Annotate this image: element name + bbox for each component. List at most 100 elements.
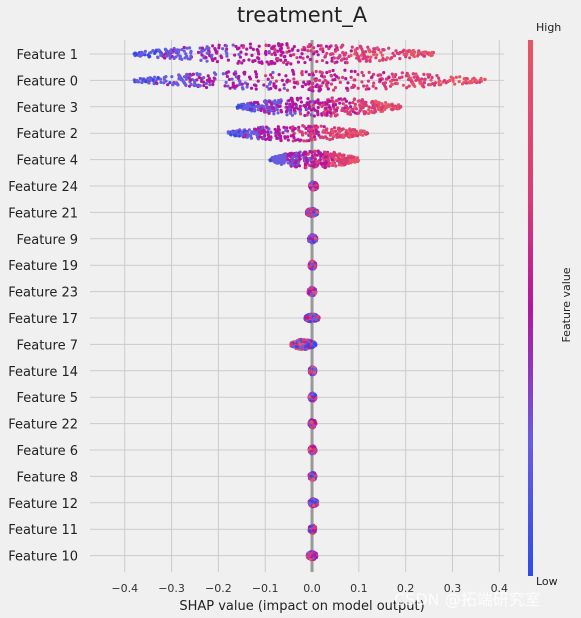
data-point xyxy=(306,97,310,101)
data-point xyxy=(279,162,284,166)
data-point xyxy=(230,77,234,81)
data-point xyxy=(271,156,275,160)
beeswarm-points xyxy=(132,42,487,562)
data-point xyxy=(312,46,316,50)
feature-label: Feature 5 xyxy=(16,391,78,406)
data-point xyxy=(335,135,339,139)
data-point xyxy=(333,86,338,90)
data-point xyxy=(329,52,333,56)
data-point xyxy=(238,82,242,87)
data-point xyxy=(337,127,341,132)
data-point xyxy=(352,97,357,101)
data-point xyxy=(312,503,316,508)
data-point xyxy=(293,81,298,85)
data-point xyxy=(351,107,355,111)
data-point xyxy=(307,163,311,167)
data-point xyxy=(237,52,241,57)
data-point xyxy=(273,158,277,162)
x-tick-label: 0.3 xyxy=(444,582,462,595)
data-point xyxy=(285,105,289,110)
data-point xyxy=(257,44,261,48)
data-point xyxy=(182,45,186,50)
data-point xyxy=(378,59,382,63)
data-point xyxy=(334,99,338,103)
data-point xyxy=(374,56,378,60)
data-point xyxy=(356,72,360,77)
data-point xyxy=(253,58,257,63)
data-point xyxy=(293,111,297,115)
data-point xyxy=(328,69,332,74)
data-point xyxy=(266,133,270,137)
data-point xyxy=(281,131,285,135)
data-point xyxy=(305,113,309,117)
data-point xyxy=(243,81,247,85)
data-point xyxy=(174,48,178,52)
data-point xyxy=(324,44,329,48)
data-point xyxy=(213,56,217,61)
feature-label: Feature 22 xyxy=(8,418,78,433)
data-point xyxy=(430,50,434,54)
data-point xyxy=(279,58,283,62)
data-point xyxy=(310,82,314,86)
data-point xyxy=(289,96,293,100)
data-point xyxy=(135,79,139,83)
data-point xyxy=(195,78,199,82)
data-point xyxy=(340,127,344,131)
data-point xyxy=(332,134,336,138)
data-point xyxy=(335,106,340,110)
data-point xyxy=(240,61,244,65)
x-tick-label: 0.2 xyxy=(397,582,415,595)
data-point xyxy=(273,99,277,103)
data-point xyxy=(312,240,316,244)
data-point xyxy=(340,98,344,102)
data-point xyxy=(390,108,394,112)
data-point xyxy=(309,108,314,112)
feature-label: Feature 14 xyxy=(8,365,78,380)
data-point xyxy=(308,42,312,47)
chart-title: treatment_A xyxy=(237,3,368,28)
data-point xyxy=(233,53,237,57)
data-point xyxy=(303,338,307,342)
data-point xyxy=(231,81,235,85)
data-point xyxy=(335,132,339,137)
feature-label: Feature 12 xyxy=(8,497,78,512)
data-point xyxy=(249,86,254,90)
data-point xyxy=(263,134,267,138)
data-point xyxy=(321,103,326,107)
data-point xyxy=(307,128,312,132)
data-point xyxy=(353,102,357,106)
feature-swarm xyxy=(304,206,320,218)
data-point xyxy=(405,86,409,90)
data-point xyxy=(288,162,292,166)
data-point xyxy=(270,52,274,56)
data-point xyxy=(347,134,351,138)
feature-swarm xyxy=(307,471,318,482)
data-point xyxy=(168,53,172,57)
data-point xyxy=(253,70,258,74)
data-point xyxy=(390,55,394,60)
data-point xyxy=(464,78,468,83)
data-point xyxy=(451,76,455,80)
data-point xyxy=(273,127,277,132)
data-point xyxy=(207,46,211,50)
data-point xyxy=(331,68,335,73)
data-point xyxy=(357,99,361,103)
data-point xyxy=(159,80,163,84)
data-point xyxy=(330,96,334,100)
data-point xyxy=(245,131,249,135)
data-point xyxy=(279,53,283,57)
data-point xyxy=(228,86,232,90)
data-point xyxy=(269,130,273,134)
data-point xyxy=(379,73,383,77)
data-point xyxy=(274,106,278,110)
data-point xyxy=(310,262,314,267)
data-point xyxy=(234,75,238,79)
data-point xyxy=(310,500,314,504)
data-point xyxy=(327,153,331,158)
data-point xyxy=(411,72,415,76)
data-point xyxy=(229,133,233,137)
data-point xyxy=(374,86,378,90)
data-point xyxy=(264,43,268,47)
data-point xyxy=(344,161,348,165)
